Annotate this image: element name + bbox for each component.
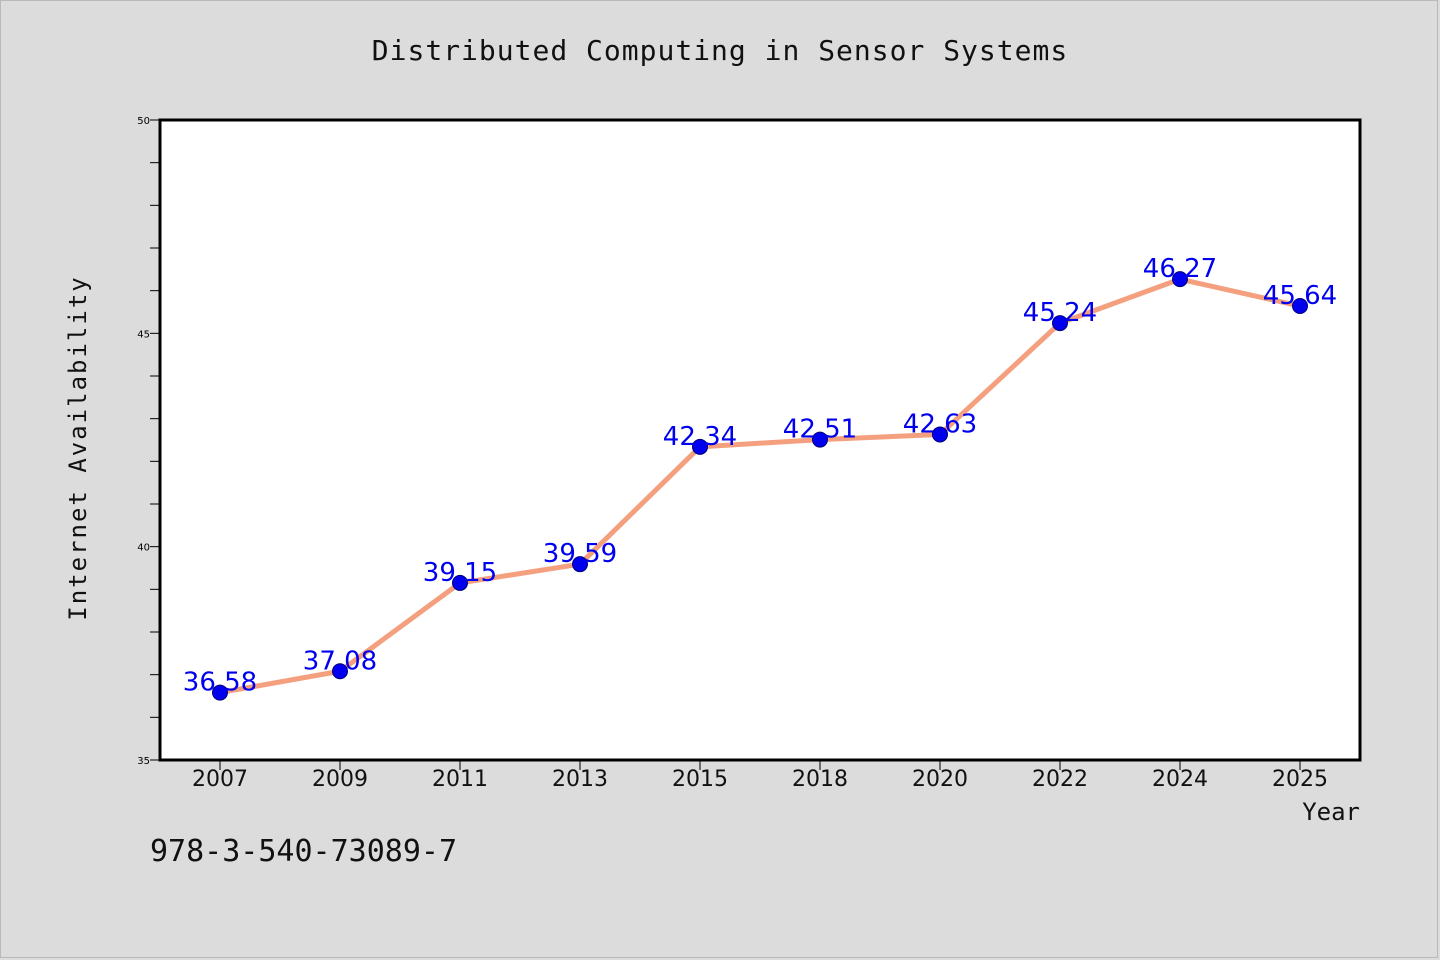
data-label: 42.63 xyxy=(903,409,977,439)
data-point xyxy=(812,431,828,448)
data-label: 45.24 xyxy=(1023,298,1097,328)
x-axis-ticks: 2007 2009 2011 2013 2015 2018 2020 2022 2024 2025 xyxy=(192,760,1328,792)
x-tick-label: 2018 xyxy=(792,767,848,792)
data-point xyxy=(452,574,468,591)
data-labels: 36.58 37.08 39.15 39.59 42.34 42.51 42.63 45.24… xyxy=(183,254,1337,697)
data-label: 39.59 xyxy=(543,539,617,569)
y-tick-label: 50 xyxy=(137,116,150,127)
data-label: 36.58 xyxy=(183,668,257,698)
x-tick-label: 2013 xyxy=(552,767,608,792)
data-point xyxy=(572,556,588,573)
data-label: 39.15 xyxy=(423,558,497,588)
chart-title: Distributed Computing in Sensor Systems xyxy=(371,34,1069,67)
x-tick-label: 2011 xyxy=(432,767,488,792)
x-tick-label: 2024 xyxy=(1152,767,1208,792)
data-point xyxy=(1292,298,1308,315)
data-label: 46.27 xyxy=(1143,254,1217,284)
data-label: 42.51 xyxy=(783,415,857,445)
data-point xyxy=(1052,315,1068,332)
y-tick-label: 35 xyxy=(137,756,150,767)
x-tick-label: 2009 xyxy=(312,767,368,792)
plot-border xyxy=(158,118,1362,762)
data-label: 45.64 xyxy=(1263,281,1337,311)
data-point xyxy=(932,426,948,443)
x-tick-label: 2020 xyxy=(912,767,968,792)
data-point xyxy=(212,684,228,701)
y-tick-label: 40 xyxy=(137,543,150,554)
series-line xyxy=(217,276,1303,696)
y-axis-ticks: 35 40 45 50 xyxy=(137,116,160,767)
plot-area xyxy=(160,120,1360,760)
x-axis-label: Year xyxy=(1302,798,1360,826)
footer-code: 978-3-540-73089-7 xyxy=(150,834,458,869)
data-points xyxy=(212,271,1308,701)
x-tick-label: 2007 xyxy=(192,767,248,792)
data-point xyxy=(332,663,348,680)
y-axis-label: Internet Availability xyxy=(64,275,92,620)
data-label: 42.34 xyxy=(663,422,737,452)
data-point xyxy=(692,438,708,455)
x-tick-label: 2015 xyxy=(672,767,728,792)
data-label: 37.08 xyxy=(303,646,377,676)
y-tick-label: 45 xyxy=(137,329,150,340)
x-tick-label: 2025 xyxy=(1272,767,1328,792)
x-tick-label: 2022 xyxy=(1032,767,1088,792)
data-point xyxy=(1172,271,1188,288)
